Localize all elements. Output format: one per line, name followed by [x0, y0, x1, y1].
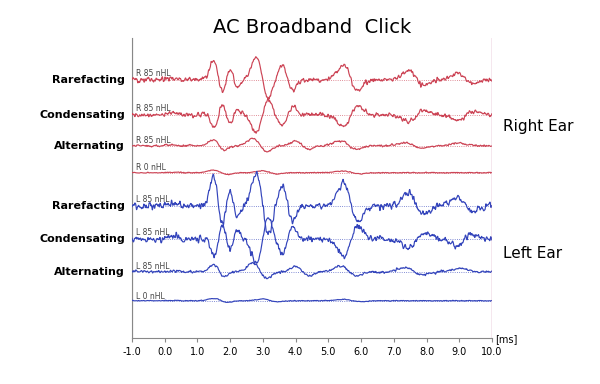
Text: Rarefacting: Rarefacting	[52, 201, 125, 211]
Text: R 85 nHL: R 85 nHL	[136, 104, 170, 114]
Title: AC Broadband  Click: AC Broadband Click	[213, 18, 411, 37]
Text: Alternating: Alternating	[55, 141, 125, 151]
Text: L 85 nHL: L 85 nHL	[136, 262, 169, 271]
Text: R 85 nHL: R 85 nHL	[136, 69, 170, 78]
Text: L 0 nHL: L 0 nHL	[136, 291, 164, 301]
Text: L 85 nHL: L 85 nHL	[136, 228, 169, 237]
Text: L 85 nHL: L 85 nHL	[136, 195, 169, 204]
Text: [ms]: [ms]	[495, 334, 518, 344]
Text: R 0 nHL: R 0 nHL	[136, 164, 166, 172]
Text: Condensating: Condensating	[40, 234, 125, 244]
Text: Alternating: Alternating	[55, 267, 125, 277]
Text: R 85 nHL: R 85 nHL	[136, 136, 170, 145]
Text: Right Ear: Right Ear	[503, 119, 574, 134]
Text: Left Ear: Left Ear	[503, 246, 562, 261]
Text: Rarefacting: Rarefacting	[52, 75, 125, 85]
Text: Condensating: Condensating	[40, 110, 125, 120]
